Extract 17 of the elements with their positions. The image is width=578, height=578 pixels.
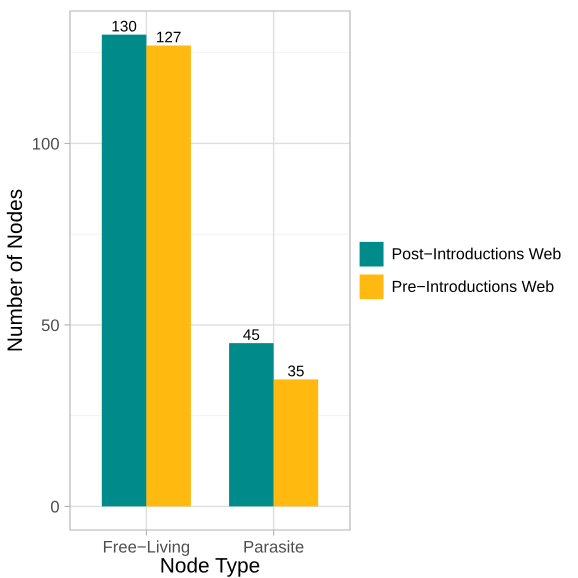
legend-label: Pre−Introductions Web	[392, 280, 554, 292]
y-tick-label: 50	[42, 319, 59, 332]
bar	[274, 379, 318, 506]
data-label: 127	[157, 32, 181, 42]
legend-label: Post−Introductions Web	[392, 248, 561, 260]
x-tick-label: Parasite	[244, 540, 304, 553]
bar	[146, 45, 191, 506]
bar	[102, 34, 146, 506]
bar	[229, 343, 274, 506]
y-tick-label: 100	[33, 138, 59, 150]
data-label: 45	[243, 329, 260, 340]
x-tick-label: Free−Living	[104, 540, 190, 556]
x-axis-title: Node Type	[162, 557, 260, 577]
data-label: 35	[288, 366, 304, 376]
y-axis-title: Number of Nodes	[6, 190, 22, 350]
y-tick-label: 0	[50, 500, 59, 513]
data-label: 130	[112, 20, 136, 32]
